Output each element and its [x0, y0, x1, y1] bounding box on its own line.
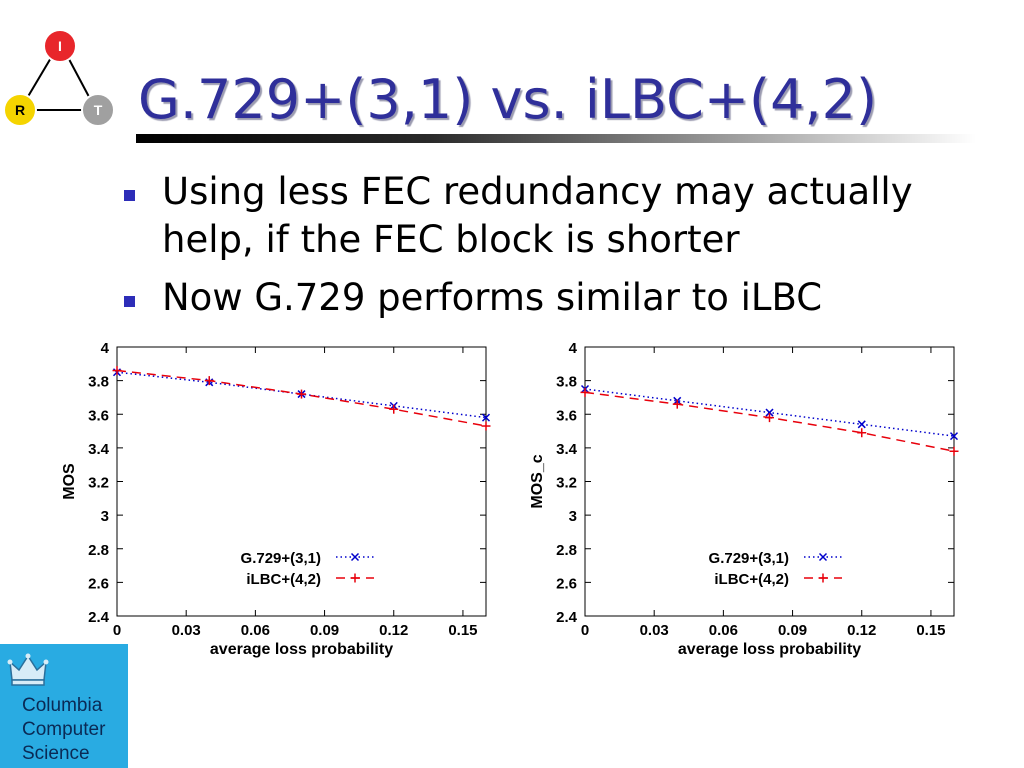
x-axis-label: average loss probability: [678, 641, 861, 658]
y-axis-label: MOS_c: [529, 454, 546, 508]
cs-logo-line: Science: [22, 743, 90, 764]
x-tick-label: 0.09: [310, 622, 339, 639]
bullet-list: Using less FEC redundancy may actually h…: [124, 168, 1004, 332]
y-tick-label: 2.8: [556, 542, 577, 559]
legend-marker-1: [350, 552, 360, 562]
data-point-1: [765, 408, 774, 417]
legend-label-2: iLBC+(4,2): [714, 571, 789, 588]
data-point-1: [857, 420, 866, 429]
x-tick-label: 0.03: [640, 622, 669, 639]
bullet-item: Now G.729 performs similar to iLBC: [124, 274, 1004, 322]
x-axis-label: average loss probability: [210, 641, 393, 658]
legend-marker-2: [818, 573, 828, 583]
legend-label-2: iLBC+(4,2): [246, 571, 321, 588]
data-point-2: [765, 413, 774, 423]
y-tick-label: 3.4: [556, 441, 578, 458]
legend-label-1: G.729+(3,1): [709, 550, 789, 567]
title-divider: [136, 134, 976, 143]
irt-node-r: R: [3, 93, 37, 127]
y-tick-label: 4: [569, 340, 578, 357]
chart-mos: 2.4 2.6 2.8 3 3.2 3.4 3.6 3.8 4 0 0.03 0.06 0.09 0.12…: [40, 332, 510, 658]
y-tick-label: 3: [569, 508, 577, 525]
data-point-1: [481, 413, 491, 422]
data-point-2: [204, 376, 214, 386]
legend-marker-1: [818, 552, 828, 562]
irt-node-i-label: I: [58, 38, 62, 54]
legend-marker-2: [350, 573, 360, 583]
y-tick-label: 2.8: [88, 542, 109, 559]
columbia-cs-logo: Columbia Computer Science: [0, 644, 128, 768]
x-tick-label: 0.06: [709, 622, 738, 639]
cs-logo-line: Computer: [22, 719, 106, 740]
x-tick-label: 0.12: [379, 622, 408, 639]
irt-node-t-label: T: [94, 102, 103, 118]
x-tick-label: 0.15: [448, 622, 477, 639]
irt-node-i: I: [43, 29, 77, 63]
y-tick-label: 3.2: [556, 475, 577, 492]
y-axis-label: MOS: [61, 463, 78, 500]
y-tick-label: 2.6: [556, 575, 577, 592]
cs-logo-line: Columbia: [22, 695, 103, 716]
irt-node-t: T: [81, 93, 115, 127]
x-tick-label: 0.12: [847, 622, 876, 639]
data-point-1: [949, 432, 959, 441]
crown-icon: [7, 653, 49, 686]
bullet-square-icon: [124, 190, 135, 201]
chart-mos-c: 2.4 2.6 2.8 3 3.2 3.4 3.6 3.8 4 0 0.03 0.06 0.09 0.12…: [508, 332, 978, 658]
data-point-2: [112, 366, 122, 376]
x-tick-label: 0: [581, 622, 589, 639]
data-point-2: [857, 428, 867, 438]
x-tick-label: 0: [113, 622, 121, 639]
bullet-item: Using less FEC redundancy may actually h…: [124, 168, 1004, 264]
chart-mos-c-svg: 2.4 2.6 2.8 3 3.2 3.4 3.6 3.8 4 0 0.03 0.06 0.09 0.12…: [529, 340, 959, 658]
bullet-square-icon: [124, 296, 135, 307]
data-point-2: [672, 399, 682, 409]
y-tick-label: 3.8: [556, 374, 577, 391]
x-tick-label: 0.06: [241, 622, 270, 639]
bullet-text: Using less FEC redundancy may actually h…: [162, 170, 913, 261]
legend-label-1: G.729+(3,1): [241, 550, 321, 567]
y-tick-label: 2.4: [556, 609, 578, 626]
y-tick-label: 4: [101, 340, 110, 357]
x-tick-label: 0.09: [778, 622, 807, 639]
y-tick-label: 2.4: [88, 609, 110, 626]
data-point-2: [481, 421, 491, 431]
data-point-2: [389, 404, 399, 414]
data-point-2: [580, 387, 590, 397]
y-tick-label: 2.6: [88, 575, 109, 592]
y-tick-label: 3.6: [88, 407, 109, 424]
y-tick-label: 3.2: [88, 475, 109, 492]
y-tick-label: 3.8: [88, 374, 109, 391]
y-tick-label: 3.4: [88, 441, 110, 458]
y-tick-label: 3: [101, 508, 109, 525]
y-tick-label: 3.6: [556, 407, 577, 424]
chart-mos-svg: 2.4 2.6 2.8 3 3.2 3.4 3.6 3.8 4 0 0.03 0.06 0.09 0.12…: [61, 340, 491, 658]
irt-logo: I R T: [3, 29, 115, 127]
irt-node-r-label: R: [15, 102, 25, 118]
data-point-2: [949, 446, 959, 456]
slide-title: G.729+(3,1) vs. iLBC+(4,2): [138, 68, 878, 131]
x-tick-label: 0.15: [916, 622, 945, 639]
x-tick-label: 0.03: [172, 622, 201, 639]
data-point-2: [297, 389, 306, 399]
bullet-text: Now G.729 performs similar to iLBC: [162, 276, 823, 319]
